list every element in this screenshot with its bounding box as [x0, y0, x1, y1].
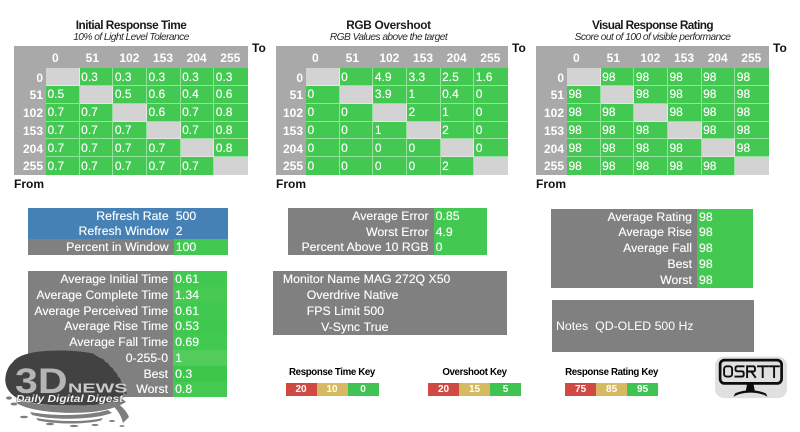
svg-text:3D: 3D	[15, 362, 68, 401]
svg-text:Daily Digital Digest: Daily Digital Digest	[16, 394, 124, 405]
svg-text:NEWS: NEWS	[68, 381, 128, 396]
